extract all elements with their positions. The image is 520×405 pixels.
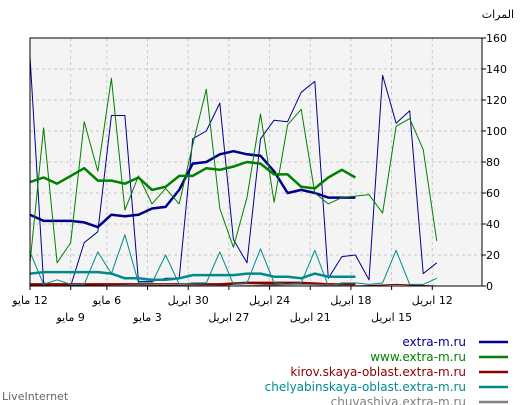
legend-label: www.extra-m.ru xyxy=(370,350,466,364)
x-tick-label: 9 مايو xyxy=(55,311,84,324)
x-tick-label: 12 مايو xyxy=(11,294,47,307)
series-line xyxy=(29,234,438,287)
legend-label: chelyabinskaya-oblast.extra-m.ru xyxy=(265,380,466,394)
x-tick-label: 12 ابريل xyxy=(412,294,453,307)
x-tick-label: 18 ابريل xyxy=(330,294,371,307)
x-tick-label: 3 مايو xyxy=(132,311,161,324)
x-tick-label: 30 ابريل xyxy=(168,294,209,307)
x-axis: 12 مايو 9 مايو 6 مايو 3 مايو 30 ابريل 27 ابري… xyxy=(11,286,453,324)
legend: extra-m.ruwww.extra-m.rukirov.skaya-obla… xyxy=(265,335,508,405)
x-tick-label: 24 ابريل xyxy=(249,294,290,307)
series-line xyxy=(29,149,356,229)
x-tick-label: 21 ابريل xyxy=(290,311,331,324)
y-tick-label: 160 xyxy=(486,32,507,45)
legend-label: extra-m.ru xyxy=(402,335,466,349)
series-layer xyxy=(29,56,438,287)
y-tick-label: 100 xyxy=(486,125,507,138)
y-axis: 0 20 40 60 80 100 120 140 160 xyxy=(482,32,507,293)
legend-label: kirov.skaya-oblast.extra-m.ru xyxy=(290,365,466,379)
y-tick-label: 0 xyxy=(486,280,493,293)
series-line xyxy=(30,282,437,287)
series-line xyxy=(29,77,438,264)
y-tick-label: 120 xyxy=(486,94,507,107)
x-tick-label: 6 مايو xyxy=(92,294,121,307)
y-tick-label: 20 xyxy=(486,249,500,262)
series-line xyxy=(29,160,357,192)
x-tick-label: 15 ابريل xyxy=(371,311,412,324)
legend-label: chuvashiya.extra-m.ru xyxy=(331,395,466,405)
y-tick-label: 140 xyxy=(486,63,507,76)
y-tick-label: 60 xyxy=(486,187,500,200)
series-line xyxy=(29,56,438,287)
series-line xyxy=(29,270,356,282)
y-tick-label: 40 xyxy=(486,218,500,231)
watermark: LiveInternet xyxy=(2,390,69,403)
x-tick-label: 27 ابريل xyxy=(208,311,249,324)
y-tick-label: 80 xyxy=(486,156,500,169)
y-axis-title: المرات xyxy=(482,8,514,21)
